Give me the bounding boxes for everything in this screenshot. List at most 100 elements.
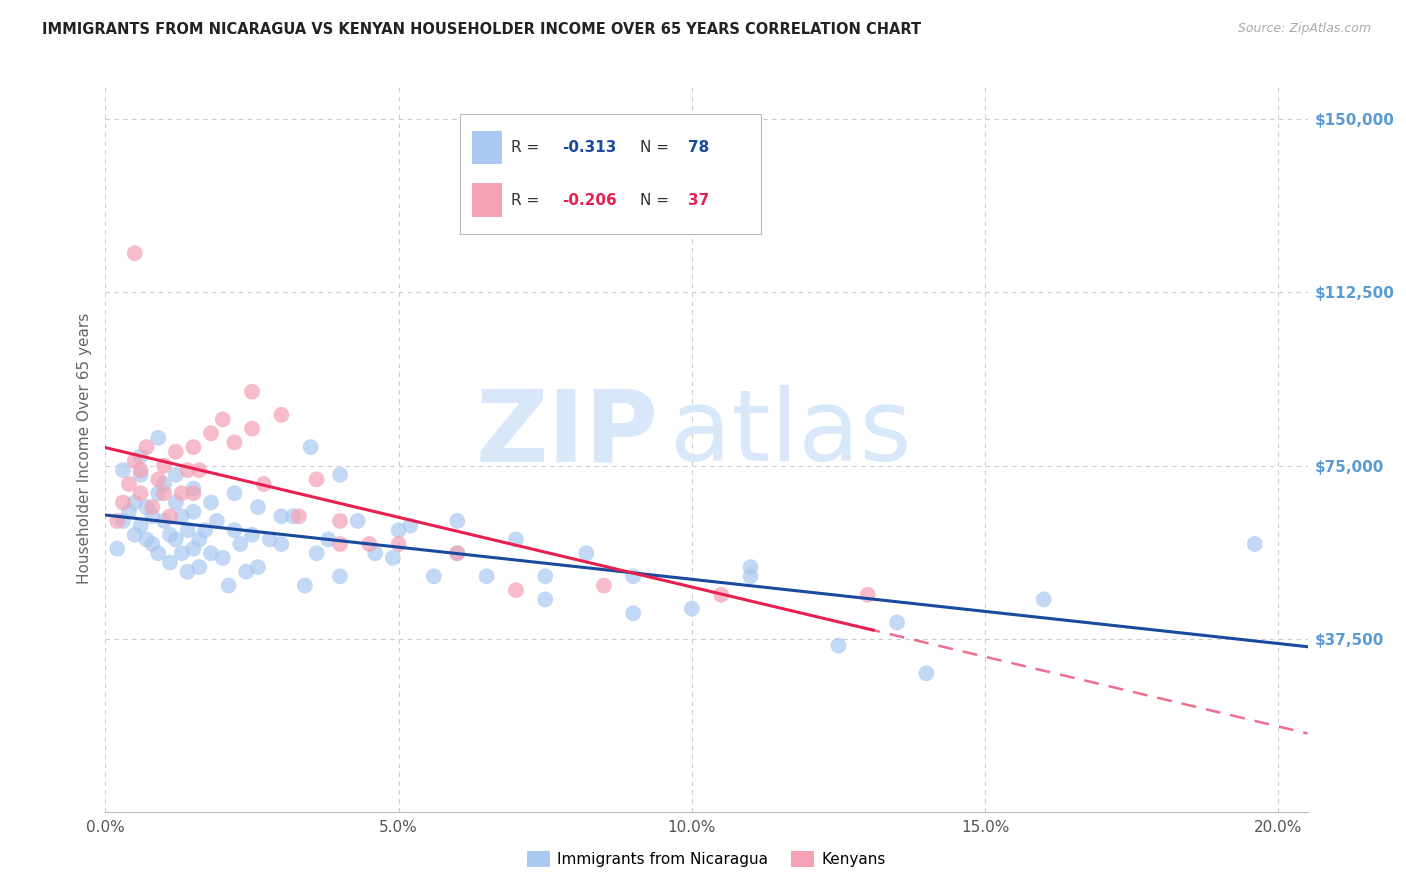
Point (129, 450, 152, 464)
Point (359, 537, 381, 551)
Point (165, 533, 187, 547)
Point (281, 509, 304, 524)
Point (124, 528, 146, 542)
Point (710, 588, 733, 602)
Point (165, 495, 187, 509)
Point (621, 606, 644, 620)
Text: atlas: atlas (671, 385, 912, 483)
Point (183, 482, 205, 496)
Point (135, 500, 157, 514)
Point (575, 546, 598, 560)
Point (381, 550, 404, 565)
Point (148, 472, 170, 486)
Point (827, 639, 849, 653)
Point (170, 546, 193, 560)
Point (176, 565, 198, 579)
Point (112, 463, 135, 477)
Point (364, 546, 387, 560)
Point (135, 440, 157, 454)
Point (165, 467, 187, 482)
Point (259, 533, 281, 547)
Point (229, 537, 252, 551)
Point (534, 592, 557, 607)
Point (105, 514, 128, 528)
Point (148, 546, 170, 560)
Point (475, 569, 498, 583)
Point (183, 486, 205, 500)
Point (446, 514, 468, 528)
Point (446, 546, 468, 560)
Point (270, 509, 292, 524)
Point (105, 541, 128, 556)
Point (681, 601, 703, 615)
Point (112, 495, 135, 509)
Legend: Immigrants from Nicaragua, Kenyans: Immigrants from Nicaragua, Kenyans (520, 845, 893, 873)
Point (159, 556, 181, 570)
Text: IMMIGRANTS FROM NICARAGUA VS KENYAN HOUSEHOLDER INCOME OVER 65 YEARS CORRELATION: IMMIGRANTS FROM NICARAGUA VS KENYAN HOUS… (42, 22, 921, 37)
Point (270, 537, 292, 551)
Point (534, 569, 557, 583)
Point (1243, 537, 1265, 551)
Point (211, 550, 233, 565)
Point (188, 533, 211, 547)
Point (170, 509, 193, 524)
Point (856, 588, 879, 602)
Point (388, 523, 411, 537)
Point (183, 541, 205, 556)
Point (200, 546, 222, 560)
Point (915, 666, 938, 681)
Point (740, 560, 762, 574)
Point (329, 537, 352, 551)
Point (288, 509, 311, 524)
Point (305, 546, 328, 560)
Y-axis label: Householder Income Over 65 years: Householder Income Over 65 years (76, 312, 91, 584)
Point (129, 486, 152, 500)
Point (329, 467, 352, 482)
Point (141, 509, 163, 524)
Point (1032, 592, 1054, 607)
Point (129, 518, 152, 533)
Point (153, 514, 176, 528)
Point (148, 486, 170, 500)
Point (240, 384, 263, 399)
Point (235, 565, 257, 579)
Point (200, 495, 222, 509)
Point (593, 578, 616, 592)
Point (388, 537, 411, 551)
Point (246, 500, 269, 514)
Point (740, 569, 762, 583)
Point (329, 514, 352, 528)
Point (446, 546, 468, 560)
Point (886, 615, 908, 630)
Point (159, 528, 181, 542)
Point (246, 560, 269, 574)
Point (183, 440, 205, 454)
Point (148, 431, 170, 445)
Point (399, 518, 422, 533)
Point (141, 500, 163, 514)
Point (118, 477, 141, 491)
Point (200, 426, 222, 441)
Point (153, 458, 176, 473)
Point (183, 505, 205, 519)
Point (124, 495, 146, 509)
Point (176, 523, 198, 537)
Point (224, 523, 246, 537)
Point (124, 454, 146, 468)
Text: ZIP: ZIP (475, 385, 658, 483)
Point (194, 523, 217, 537)
Point (505, 533, 527, 547)
Point (141, 537, 163, 551)
Point (240, 422, 263, 436)
Point (253, 477, 276, 491)
Point (165, 444, 187, 458)
Point (299, 440, 322, 454)
Point (153, 477, 176, 491)
Point (159, 509, 181, 524)
Point (270, 408, 292, 422)
Point (129, 463, 152, 477)
Point (188, 463, 211, 477)
Point (224, 435, 246, 450)
Point (505, 583, 527, 598)
Point (316, 533, 339, 547)
